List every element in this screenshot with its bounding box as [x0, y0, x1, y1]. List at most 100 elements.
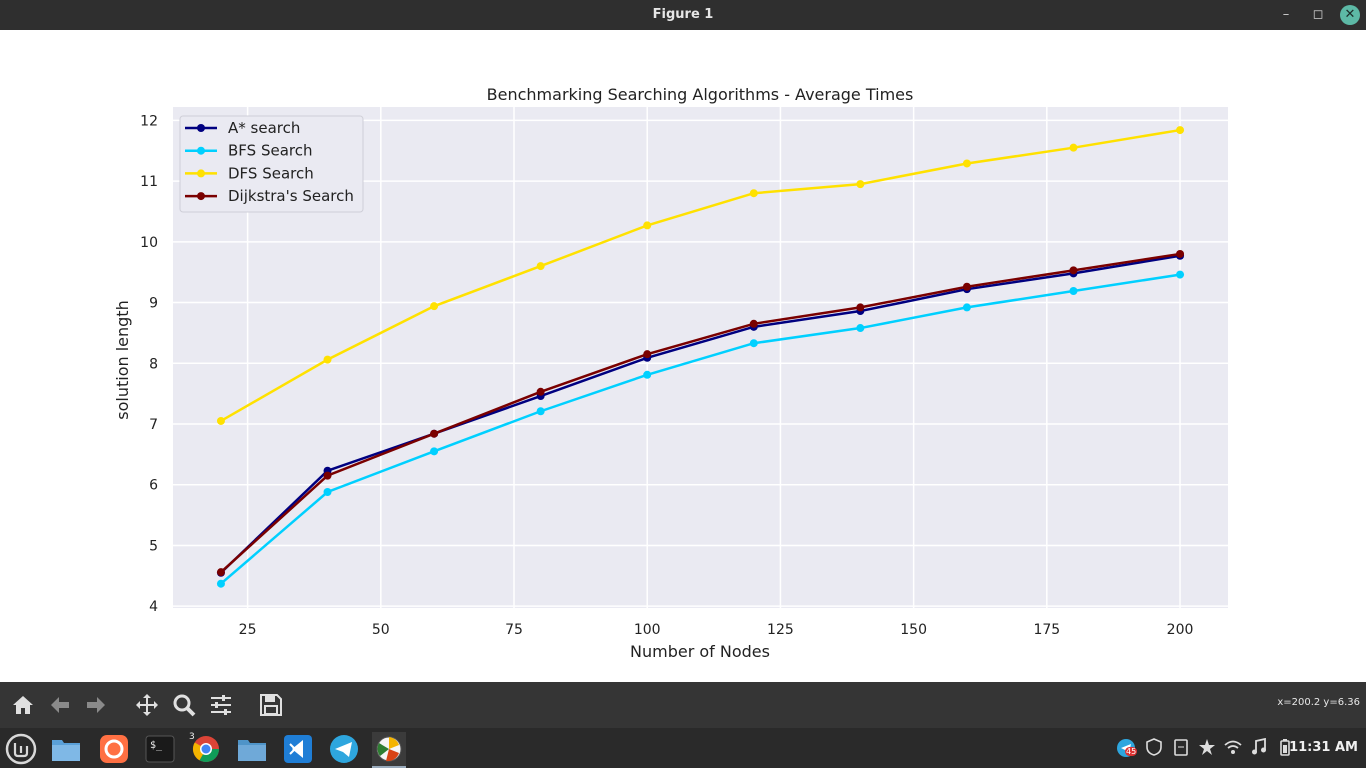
- data-point: [749, 339, 758, 348]
- cursor-coordinates: x=200.2 y=6.36: [1277, 697, 1360, 708]
- series-line: [220, 128, 1181, 423]
- legend-marker: [197, 124, 205, 132]
- maximize-button[interactable]: ◻: [1312, 7, 1324, 22]
- data-point: [323, 355, 332, 364]
- vscode-icon[interactable]: [281, 732, 315, 766]
- x-tick-label: 150: [900, 622, 927, 638]
- x-tick-label: 75: [505, 622, 523, 638]
- data-point: [1069, 287, 1078, 296]
- data-point: [749, 319, 758, 328]
- x-tick-label: 175: [1033, 622, 1060, 638]
- zoom-icon[interactable]: [171, 692, 197, 718]
- y-axis-label: solution length: [113, 300, 132, 419]
- legend-label: A* search: [228, 119, 300, 137]
- star-icon[interactable]: [1198, 738, 1216, 756]
- forward-arrow-icon[interactable]: [83, 692, 109, 718]
- figure-canvas[interactable]: 25 50 75 100 125 150 175 200 4 5 6 7 8 9 10 11 12 Benchm…: [0, 30, 1366, 682]
- music-icon[interactable]: [1250, 737, 1268, 756]
- battery-icon[interactable]: [1276, 738, 1294, 756]
- close-button[interactable]: ✕: [1340, 5, 1360, 25]
- data-point: [430, 302, 439, 311]
- x-tick-label: 100: [634, 622, 661, 638]
- y-tick-label: 10: [140, 235, 158, 251]
- telegram-tray-icon[interactable]: 45: [1116, 738, 1138, 757]
- data-point: [749, 189, 758, 198]
- legend-label: Dijkstra's Search: [228, 187, 354, 205]
- data-point: [1176, 270, 1185, 279]
- back-arrow-icon[interactable]: [47, 692, 73, 718]
- y-tick-label: 4: [149, 599, 158, 615]
- legend: A* search BFS Search DFS Search Dijkstra's …: [179, 115, 364, 213]
- legend-label: DFS Search: [228, 164, 314, 182]
- data-point: [1176, 249, 1185, 258]
- data-point: [856, 180, 865, 189]
- firefox-icon[interactable]: [97, 732, 131, 766]
- taskbar: $_ 3 45 11:31 AM: [0, 728, 1366, 768]
- data-point: [1069, 143, 1078, 152]
- series-line: [220, 252, 1181, 574]
- telegram-icon[interactable]: [327, 732, 361, 766]
- data-point: [323, 488, 332, 497]
- wifi-icon[interactable]: [1224, 738, 1242, 756]
- configure-subplots-icon[interactable]: [208, 692, 234, 718]
- data-point: [216, 416, 225, 425]
- data-point: [216, 568, 225, 577]
- svg-text:$_: $_: [150, 740, 163, 751]
- save-icon[interactable]: [258, 692, 284, 718]
- y-tick-label: 12: [140, 113, 158, 129]
- window-title: Figure 1: [652, 7, 714, 22]
- y-tick-label: 9: [149, 296, 158, 312]
- file-manager-icon[interactable]: [49, 732, 83, 766]
- x-tick-label: 50: [372, 622, 390, 638]
- chrome-icon[interactable]: 3: [189, 732, 223, 766]
- data-point: [962, 303, 971, 312]
- clock[interactable]: 11:31 AM: [1289, 740, 1358, 755]
- line-chart: 25 50 75 100 125 150 175 200 4 5 6 7 8 9 10 11 12 Benchm…: [113, 85, 1228, 661]
- chart-title: Benchmarking Searching Algorithms - Aver…: [487, 85, 914, 104]
- terminal-icon[interactable]: $_: [143, 732, 177, 766]
- data-point: [856, 303, 865, 312]
- y-tick-label: 11: [140, 174, 158, 190]
- data-point: [962, 159, 971, 168]
- x-tick-label: 25: [239, 622, 257, 638]
- mint-menu-icon[interactable]: [4, 732, 38, 766]
- x-axis-label: Number of Nodes: [630, 642, 770, 661]
- tray-notification-count: 45: [1125, 747, 1138, 756]
- pan-icon[interactable]: [134, 692, 160, 718]
- data-point: [430, 447, 439, 456]
- data-point: [1069, 266, 1078, 275]
- data-point: [643, 221, 652, 230]
- window-titlebar: Figure 1 – ◻ ✕: [0, 0, 1366, 30]
- data-point: [536, 387, 545, 396]
- legend-marker: [197, 169, 205, 178]
- y-tick-label: 5: [149, 538, 158, 554]
- legend-label: BFS Search: [228, 142, 312, 160]
- y-tick-label: 8: [149, 356, 158, 372]
- clipboard-icon[interactable]: [1172, 738, 1190, 756]
- data-point: [1176, 126, 1185, 135]
- x-tick-label: 125: [767, 622, 794, 638]
- matplotlib-figure-icon[interactable]: [372, 732, 406, 768]
- data-point: [643, 370, 652, 379]
- y-tick-label: 7: [149, 417, 158, 433]
- data-point: [643, 350, 652, 359]
- y-tick-label: 6: [149, 478, 158, 494]
- series-line: [220, 254, 1181, 574]
- folder-icon[interactable]: [235, 732, 269, 766]
- data-point: [430, 429, 439, 438]
- data-point: [216, 579, 225, 588]
- data-point: [536, 262, 545, 271]
- matplotlib-toolbar: x=200.2 y=6.36: [0, 682, 1366, 728]
- legend-marker: [197, 146, 205, 155]
- chrome-window-count: 3: [189, 732, 195, 742]
- data-point: [962, 282, 971, 291]
- series-line: [220, 273, 1181, 585]
- legend-box: [179, 115, 364, 213]
- minimize-button[interactable]: –: [1282, 7, 1290, 22]
- legend-marker: [197, 192, 205, 201]
- x-tick-label: 200: [1167, 622, 1194, 638]
- data-point: [856, 324, 865, 333]
- data-point: [323, 471, 332, 480]
- shield-icon[interactable]: [1145, 738, 1163, 756]
- home-icon[interactable]: [10, 692, 36, 718]
